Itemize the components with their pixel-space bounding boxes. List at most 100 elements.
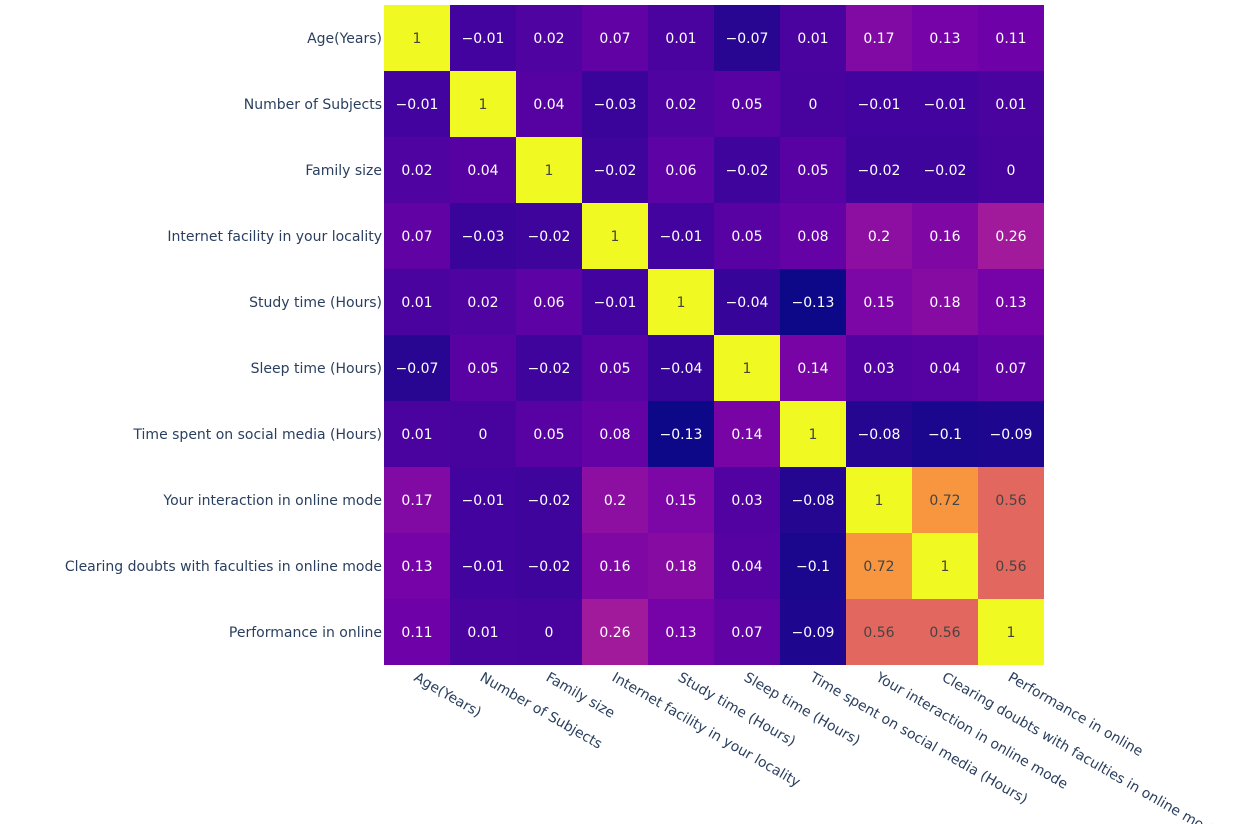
heatmap-cell xyxy=(978,71,1044,137)
cell-value-label: −0.01 xyxy=(594,295,637,311)
heatmap-cell xyxy=(516,335,582,401)
heatmap-cell xyxy=(780,401,846,467)
cell-value-label: 0.18 xyxy=(929,295,960,311)
heatmap-cell xyxy=(780,203,846,269)
heatmap-cell xyxy=(780,137,846,203)
heatmap-cell xyxy=(516,401,582,467)
heatmap-cell xyxy=(714,5,780,71)
heatmap-cell xyxy=(780,71,846,137)
heatmap-cell xyxy=(648,467,714,533)
heatmap-cell xyxy=(384,599,450,665)
cell-value-label: 0.04 xyxy=(929,361,960,377)
heatmap-cell xyxy=(582,71,648,137)
cell-value-label: −0.13 xyxy=(660,427,703,443)
cell-value-label: 0 xyxy=(1007,163,1016,179)
cell-value-label: 0.13 xyxy=(995,295,1026,311)
heatmap-cell xyxy=(978,599,1044,665)
cell-value-label: 0.16 xyxy=(929,229,960,245)
cell-value-label: −0.1 xyxy=(928,427,962,443)
cell-value-label: 0 xyxy=(479,427,488,443)
cell-value-label: −0.02 xyxy=(528,361,571,377)
cell-value-label: 0.18 xyxy=(665,559,696,575)
y-tick-label: Family size xyxy=(305,163,382,179)
cell-value-label: 0.07 xyxy=(599,31,630,47)
cell-value-label: 0.2 xyxy=(604,493,626,509)
cell-value-label: 0.13 xyxy=(401,559,432,575)
cell-value-label: 0.13 xyxy=(665,625,696,641)
cell-value-label: 0.26 xyxy=(995,229,1026,245)
cell-value-label: −0.02 xyxy=(726,163,769,179)
heatmap-cell xyxy=(912,203,978,269)
heatmap-cell xyxy=(384,71,450,137)
heatmap-cell xyxy=(648,137,714,203)
heatmap-cell xyxy=(912,401,978,467)
heatmap-cell xyxy=(516,71,582,137)
cell-value-label: 0.56 xyxy=(863,625,894,641)
y-tick-label: Your interaction in online mode xyxy=(162,493,382,509)
heatmap-cell xyxy=(516,203,582,269)
heatmap-cell xyxy=(912,71,978,137)
heatmap-cell xyxy=(714,401,780,467)
cell-value-label: 0.08 xyxy=(797,229,828,245)
cell-value-label: 0.02 xyxy=(533,31,564,47)
heatmap-cell xyxy=(714,599,780,665)
heatmap-cell xyxy=(450,269,516,335)
heatmap-cell xyxy=(780,335,846,401)
cell-value-label: 1 xyxy=(809,427,818,443)
cell-value-label: 0.14 xyxy=(731,427,762,443)
cell-value-label: −0.08 xyxy=(792,493,835,509)
cell-value-label: −0.01 xyxy=(462,31,505,47)
cell-value-label: 0.05 xyxy=(731,97,762,113)
heatmap-cell xyxy=(714,467,780,533)
cell-value-label: 0.05 xyxy=(467,361,498,377)
heatmap-cell xyxy=(978,467,1044,533)
heatmap-cell xyxy=(450,5,516,71)
y-tick-label: Number of Subjects xyxy=(244,97,382,113)
cell-value-label: 0.72 xyxy=(929,493,960,509)
x-tick-label: Age(Years) xyxy=(411,670,484,721)
y-tick-label: Sleep time (Hours) xyxy=(251,361,382,377)
cell-value-label: 0.07 xyxy=(995,361,1026,377)
cell-value-label: 0.03 xyxy=(731,493,762,509)
heatmap-cell xyxy=(582,533,648,599)
heatmap-cell xyxy=(384,401,450,467)
heatmap-cell xyxy=(714,269,780,335)
heatmap-cell xyxy=(846,137,912,203)
cell-value-label: 1 xyxy=(677,295,686,311)
heatmap-cell xyxy=(780,269,846,335)
heatmap-cell xyxy=(846,5,912,71)
heatmap-cell xyxy=(450,401,516,467)
cell-value-label: 0.04 xyxy=(731,559,762,575)
cell-value-label: −0.1 xyxy=(796,559,830,575)
cell-value-label: 0.16 xyxy=(599,559,630,575)
heatmap-cell xyxy=(846,335,912,401)
cell-value-label: 0.14 xyxy=(797,361,828,377)
heatmap-cell xyxy=(912,269,978,335)
heatmap-cell xyxy=(912,467,978,533)
cell-value-label: −0.08 xyxy=(858,427,901,443)
cell-value-label: −0.01 xyxy=(462,559,505,575)
cell-value-label: 0.05 xyxy=(731,229,762,245)
heatmap-cell xyxy=(582,137,648,203)
heatmap-cell xyxy=(846,203,912,269)
cell-value-label: −0.03 xyxy=(594,97,637,113)
x-tick-label: Sleep time (Hours) xyxy=(741,670,863,750)
heatmap-cell xyxy=(912,137,978,203)
cell-value-label: 0.04 xyxy=(467,163,498,179)
heatmap-cell xyxy=(648,599,714,665)
cell-value-label: 0.02 xyxy=(665,97,696,113)
cell-value-label: 1 xyxy=(479,97,488,113)
cell-value-label: −0.02 xyxy=(528,229,571,245)
cell-value-label: 0.06 xyxy=(665,163,696,179)
cell-value-label: −0.04 xyxy=(726,295,769,311)
heatmap-cell xyxy=(450,335,516,401)
cell-value-label: 0.26 xyxy=(599,625,630,641)
heatmap-cell xyxy=(516,269,582,335)
cell-value-label: −0.01 xyxy=(396,97,439,113)
heatmap-cell xyxy=(648,335,714,401)
heatmap-cell xyxy=(450,137,516,203)
cell-value-label: 0.04 xyxy=(533,97,564,113)
cell-value-label: 1 xyxy=(875,493,884,509)
cell-value-label: 0.56 xyxy=(929,625,960,641)
cell-value-label: 0.01 xyxy=(401,427,432,443)
